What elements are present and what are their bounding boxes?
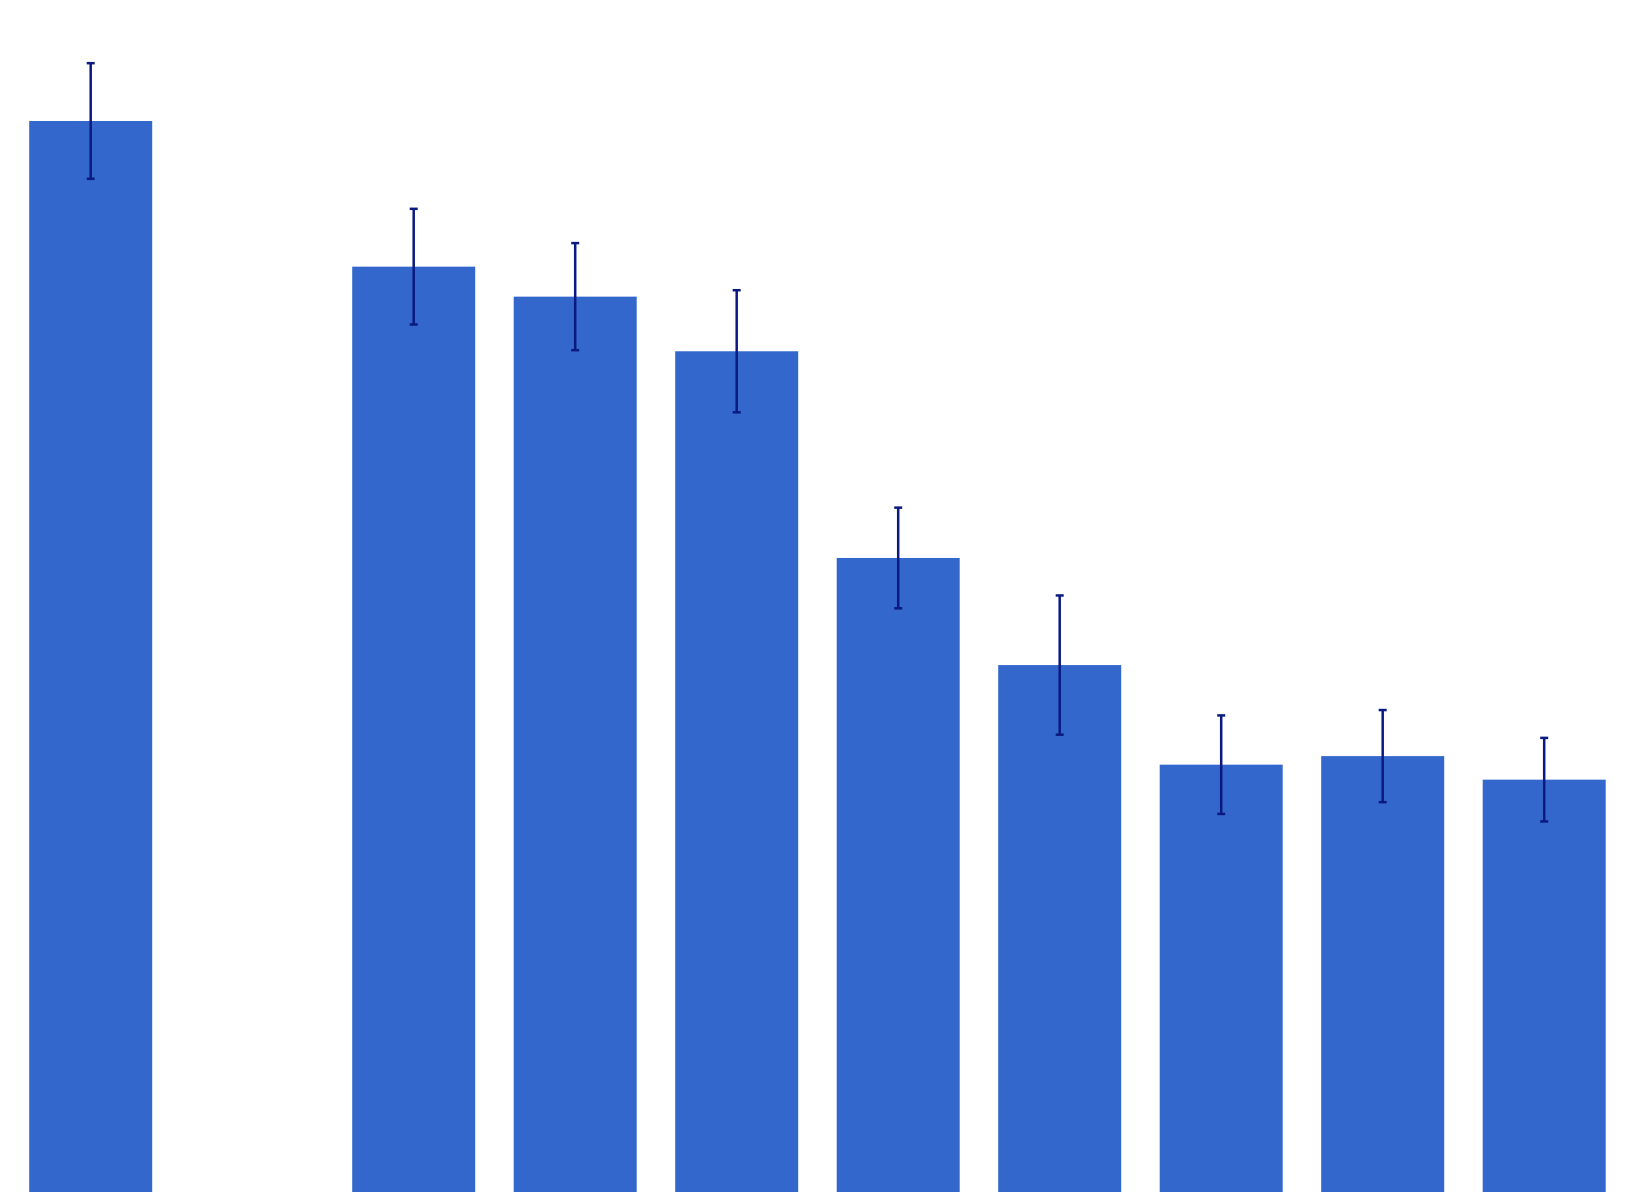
bar-6 xyxy=(998,665,1122,1192)
error-bar-6 xyxy=(1055,594,1064,736)
bar-2 xyxy=(352,266,476,1192)
error-bar-7 xyxy=(1217,714,1226,816)
bar-3 xyxy=(513,296,637,1192)
error-bar-9 xyxy=(1540,736,1549,823)
error-bar-0 xyxy=(86,61,95,181)
error-bar-4 xyxy=(732,288,741,414)
error-bar-5 xyxy=(894,506,903,610)
bar-7 xyxy=(1159,764,1283,1192)
bar-4 xyxy=(675,351,799,1192)
bar-9 xyxy=(1482,779,1606,1192)
bar-0 xyxy=(29,121,153,1192)
error-bar-2 xyxy=(409,207,418,326)
bar-5 xyxy=(836,557,960,1192)
bar-8 xyxy=(1321,756,1445,1192)
error-bar-3 xyxy=(571,241,580,352)
error-bar-8 xyxy=(1378,708,1387,804)
